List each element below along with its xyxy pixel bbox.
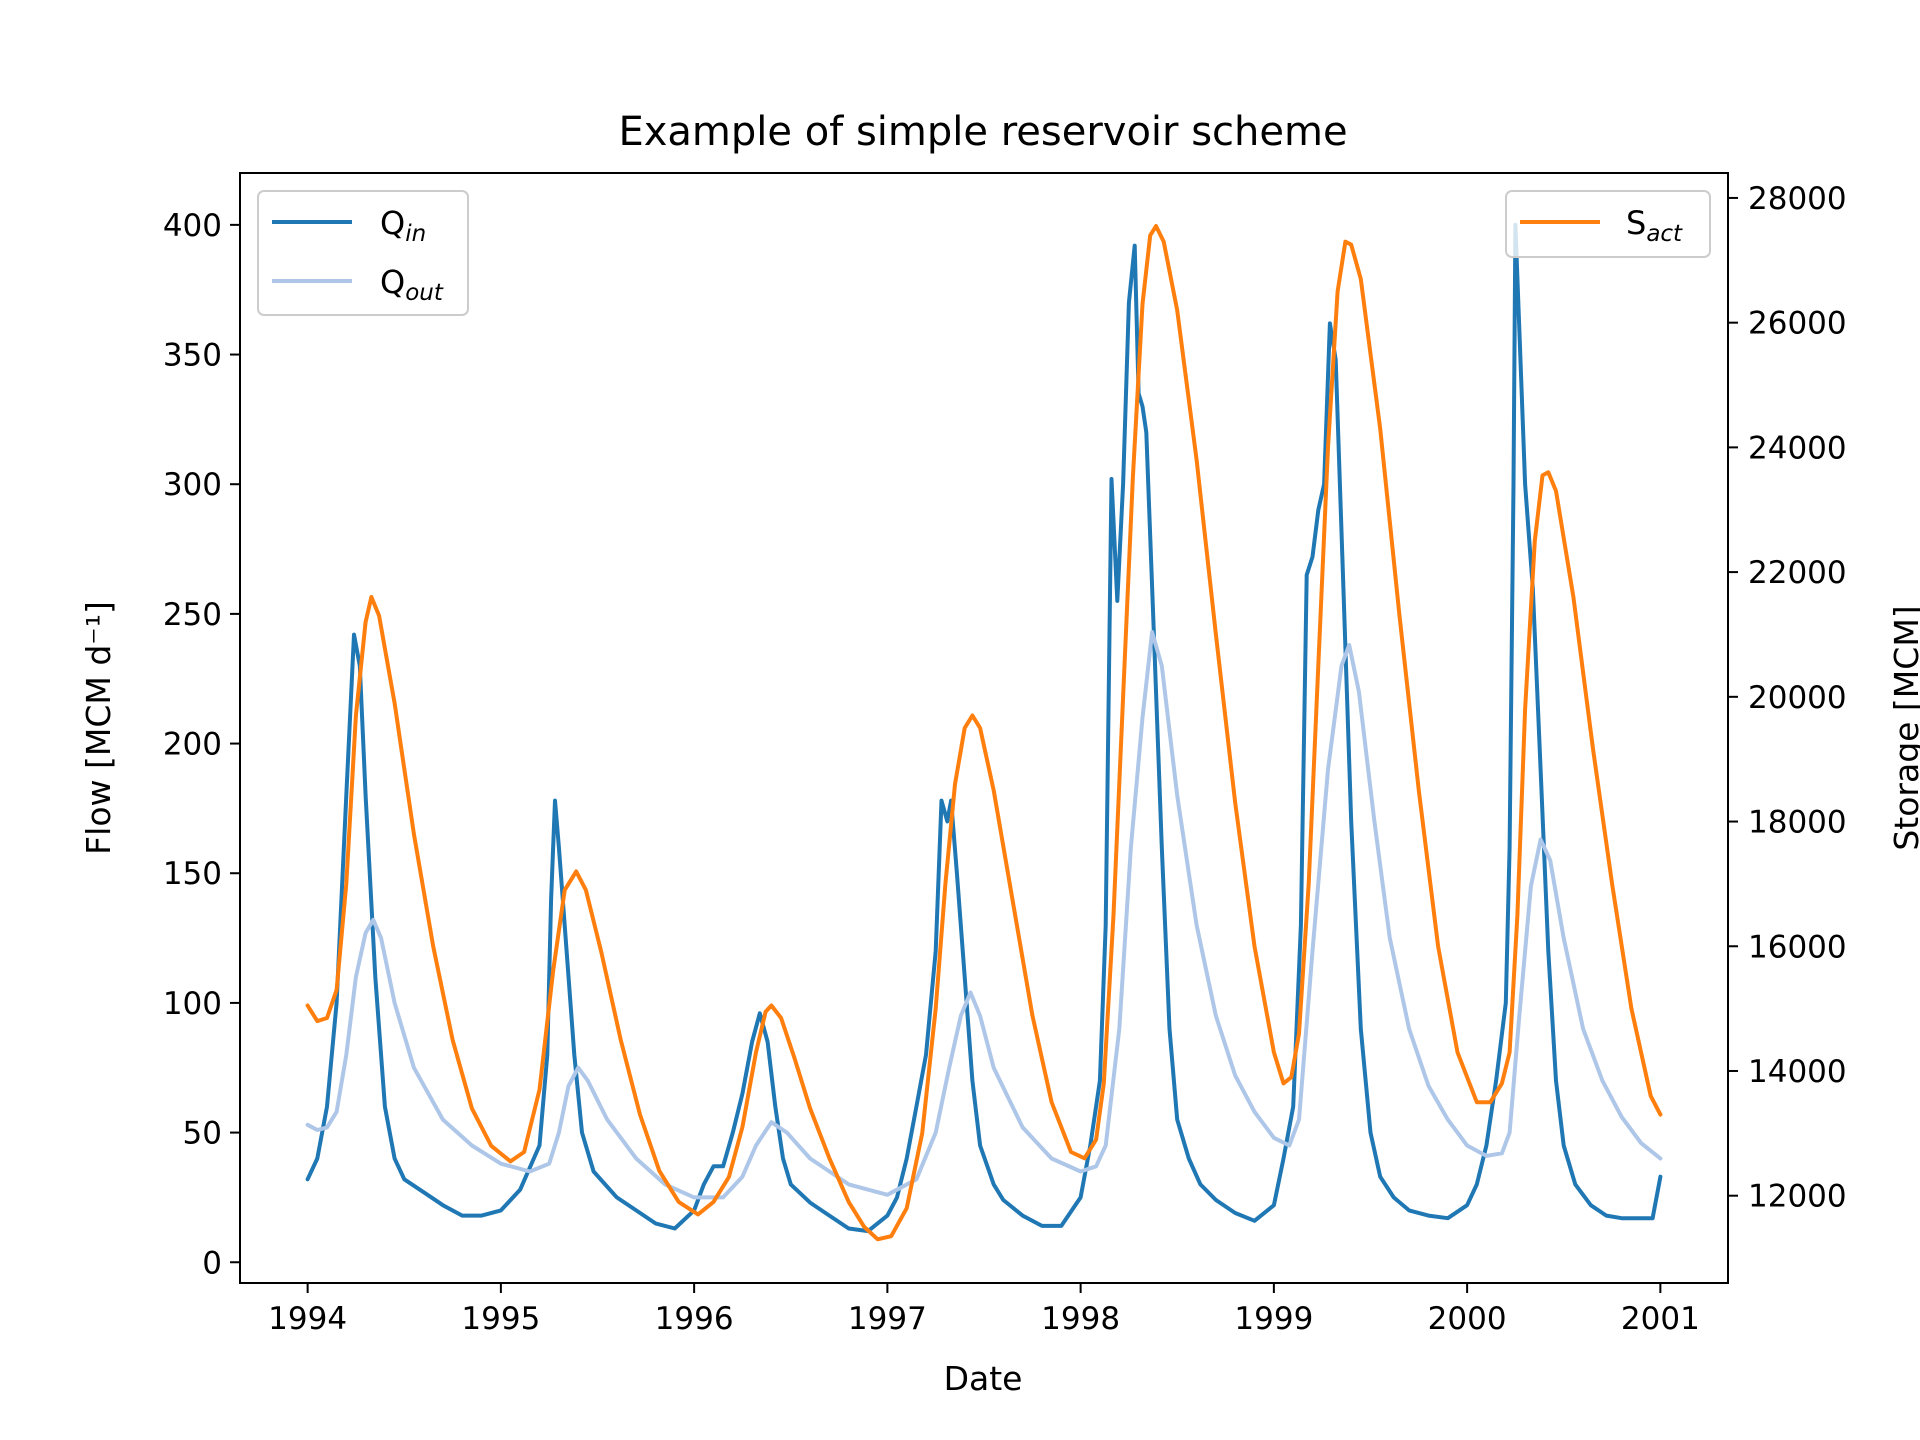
- y-right-tick-label: 12000: [1748, 1179, 1847, 1215]
- legend-label-qin-sub: in: [405, 221, 426, 247]
- x-tick-label: 1996: [655, 1301, 734, 1337]
- series-line-qin: [305, 222, 1663, 1234]
- series-line-qout: [305, 630, 1663, 1200]
- x-tick-label: 1999: [1234, 1301, 1313, 1337]
- y-left-axis-ticks: 0 50 100 150 200 250 300 350 400: [163, 208, 240, 1281]
- chart-title: Example of simple reservoir scheme: [618, 109, 1347, 155]
- y-left-axis-label: Flow [MCM d⁻¹]: [79, 601, 118, 855]
- y-right-tick-label: 28000: [1748, 181, 1847, 217]
- y-right-tick-label: 14000: [1748, 1054, 1847, 1090]
- y-right-axis-label: Storage [MCM]: [1887, 605, 1920, 850]
- y-left-tick-label: 200: [163, 727, 222, 763]
- y-right-tick-label: 16000: [1748, 929, 1847, 965]
- y-left-tick-label: 350: [163, 338, 222, 374]
- series-layer: [305, 222, 1663, 1242]
- y-left-tick-label: 250: [163, 597, 222, 633]
- legend-label-sact-base: S: [1626, 204, 1646, 242]
- legend-left: Qin Qout: [257, 190, 469, 316]
- y-left-tick-label: 100: [163, 986, 222, 1022]
- legend-label-sact: Sact: [1626, 204, 1683, 247]
- legend-right: Sact: [1505, 190, 1711, 258]
- legend-right-frame: [1505, 190, 1711, 258]
- legend-label-qout-sub: out: [405, 280, 444, 306]
- y-left-tick-label: 150: [163, 856, 222, 892]
- x-tick-label: 2000: [1428, 1301, 1507, 1337]
- x-tick-label: 1998: [1041, 1301, 1120, 1337]
- y-right-tick-label: 24000: [1748, 430, 1847, 466]
- y-left-tick-label: 300: [163, 467, 222, 503]
- y-right-tick-label: 26000: [1748, 306, 1847, 342]
- legend-label-qout: Qout: [380, 263, 444, 306]
- x-tick-label: 1997: [848, 1301, 927, 1337]
- y-left-tick-label: 50: [183, 1116, 222, 1152]
- legend-label-qout-base: Q: [380, 263, 405, 301]
- x-axis-label: Date: [944, 1359, 1023, 1398]
- x-axis-ticks: 1994 1995 1996 1997 1998 1999 2000 2001: [268, 1283, 1700, 1337]
- series-line-sact: [305, 224, 1663, 1242]
- x-tick-label: 1995: [461, 1301, 540, 1337]
- y-left-tick-label: 0: [202, 1245, 222, 1281]
- y-left-tick-label: 400: [163, 208, 222, 244]
- y-right-tick-label: 20000: [1748, 680, 1847, 716]
- y-right-tick-label: 22000: [1748, 555, 1847, 591]
- y-right-axis-ticks: 12000 14000 16000 18000 20000 22000 24000 26000…: [1728, 181, 1847, 1215]
- legend-label-qin: Qin: [380, 204, 426, 247]
- x-tick-label: 1994: [268, 1301, 347, 1337]
- legend-label-sact-sub: act: [1646, 221, 1683, 247]
- legend-label-qin-base: Q: [380, 204, 405, 242]
- plot-frame: [239, 172, 1729, 1284]
- x-tick-label: 2001: [1621, 1301, 1700, 1337]
- y-right-tick-label: 18000: [1748, 805, 1847, 841]
